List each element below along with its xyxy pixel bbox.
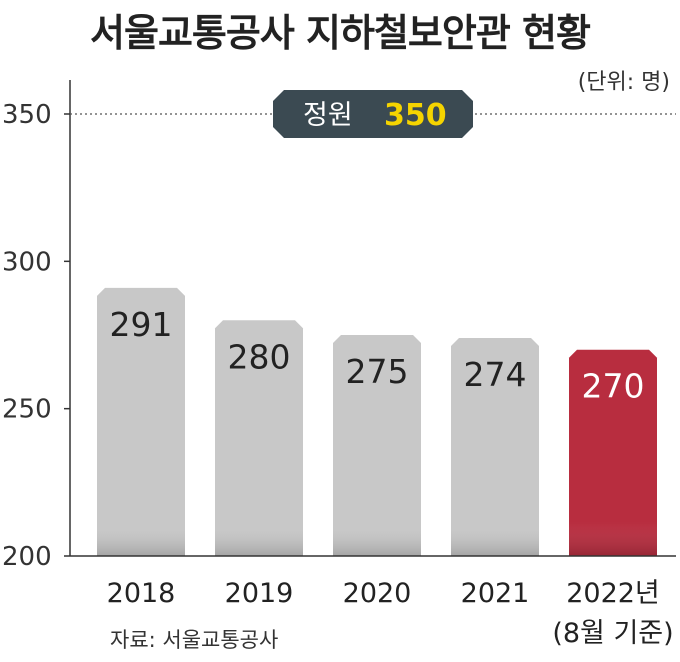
x-tick-label: 2021 [461, 578, 530, 609]
source-note: 자료: 서울교통공사 [110, 628, 279, 652]
chart-title: 서울교통공사 지하철보안관 현황 [90, 11, 591, 55]
bar-value-label: 270 [582, 367, 645, 406]
x-tick-label: 2020 [343, 578, 412, 609]
bar-value-label: 274 [464, 355, 527, 394]
y-tick-label: 250 [2, 395, 52, 425]
bar-2018 [97, 287, 185, 556]
bar-2022년 [569, 349, 657, 556]
capacity-badge-label: 정원 [303, 100, 353, 131]
y-tick-label: 350 [2, 100, 52, 130]
y-tick-label: 300 [2, 247, 52, 277]
bar-2021 [451, 337, 539, 556]
bar-base-shadow [569, 522, 657, 556]
x-tick-sublabel: (8월 기준) [552, 618, 673, 649]
unit-note: (단위: 명) [577, 70, 670, 95]
x-tick-label: 2018 [107, 578, 176, 609]
x-tick-label: 2022년 [566, 578, 660, 609]
bar-value-label: 291 [110, 305, 173, 344]
bar-value-label: 275 [346, 352, 409, 391]
bar-base-shadow [215, 522, 303, 556]
bar-base-shadow [451, 522, 539, 556]
bar-base-shadow [97, 522, 185, 556]
y-tick-label: 200 [2, 542, 52, 572]
bar-base-shadow [333, 522, 421, 556]
x-tick-label: 2019 [225, 578, 294, 609]
capacity-badge-value: 350 [384, 98, 447, 133]
capacity-badge [273, 90, 473, 138]
bar-2020 [333, 335, 421, 556]
bar-2019 [215, 320, 303, 556]
bar-value-label: 280 [228, 337, 291, 376]
